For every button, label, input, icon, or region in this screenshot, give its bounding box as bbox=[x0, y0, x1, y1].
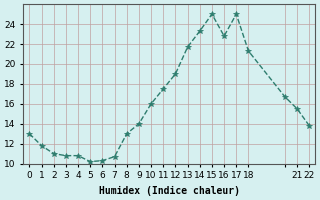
X-axis label: Humidex (Indice chaleur): Humidex (Indice chaleur) bbox=[99, 186, 240, 196]
